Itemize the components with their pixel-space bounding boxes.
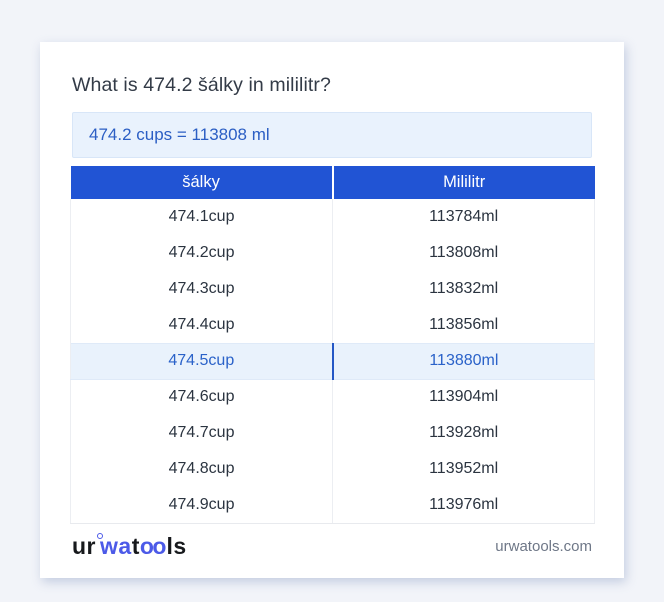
- cell-ml-value: 113808ml: [332, 235, 596, 271]
- cell-ml-value: 113880ml: [332, 342, 596, 380]
- table-row[interactable]: 474.6cup 113904ml: [69, 379, 596, 415]
- page-title: What is 474.2 šálky in mililitr?: [72, 74, 331, 96]
- logo-text-ls: ls: [166, 532, 187, 559]
- cell-cups-value: 474.9cup: [69, 487, 334, 524]
- cell-ml-value: 113904ml: [332, 379, 596, 415]
- logo-text-ur: ur: [72, 532, 96, 559]
- cell-ml-value: 113784ml: [332, 199, 596, 235]
- cell-ml-value: 113952ml: [332, 451, 596, 487]
- cell-ml-value: 113976ml: [332, 487, 596, 524]
- logo-text-wa: wa: [100, 532, 132, 559]
- cell-cups-value: 474.8cup: [69, 451, 334, 487]
- cell-ml-value: 113928ml: [332, 415, 596, 451]
- table-row[interactable]: 474.2cup 113808ml: [69, 235, 596, 271]
- table-row[interactable]: 474.4cup 113856ml: [69, 307, 596, 343]
- logo-ring-icon: [97, 532, 103, 539]
- column-header-mililitr: Mililitr: [332, 166, 595, 199]
- cell-cups-value: 474.4cup: [69, 307, 334, 343]
- table-row[interactable]: 474.8cup 113952ml: [69, 451, 596, 487]
- conversion-result-text: 474.2 cups = 113808 ml: [89, 125, 270, 144]
- cell-cups-value: 474.3cup: [69, 271, 334, 307]
- conversion-table-body: 474.1cup 113784ml 474.2cup 113808ml 474.3cup…: [69, 199, 596, 524]
- conversion-result-box: 474.2 cups = 113808 ml: [72, 112, 592, 158]
- cell-ml-value: 113832ml: [332, 271, 596, 307]
- cell-cups-value: 474.5cup: [69, 342, 334, 380]
- converter-card: What is 474.2 šálky in mililitr? 474.2 c…: [40, 42, 624, 578]
- conversion-table: šálky Mililitr 474.1cup 113784ml 474.2cup 1…: [69, 166, 596, 524]
- table-row[interactable]: 474.7cup 113928ml: [69, 415, 596, 451]
- website-url[interactable]: urwatools.com: [495, 537, 592, 555]
- table-row[interactable]: 474.9cup 113976ml: [69, 487, 596, 524]
- cell-cups-value: 474.1cup: [69, 199, 334, 235]
- table-row[interactable]: 474.5cup 113880ml: [69, 342, 596, 380]
- urwatools-logo[interactable]: ur wa t oo ls: [72, 532, 187, 560]
- cell-cups-value: 474.7cup: [69, 415, 334, 451]
- table-row[interactable]: 474.3cup 113832ml: [69, 271, 596, 307]
- footer: ur wa t oo ls urwatools.com: [72, 524, 592, 568]
- column-header-cups: šálky: [70, 166, 334, 199]
- cell-ml-value: 113856ml: [332, 307, 596, 343]
- cell-cups-value: 474.6cup: [69, 379, 334, 415]
- logo-glasses-oo-icon: oo: [139, 532, 167, 559]
- conversion-table-header: šálky Mililitr: [70, 166, 595, 199]
- logo-text-t: t: [131, 532, 140, 559]
- table-row[interactable]: 474.1cup 113784ml: [69, 199, 596, 235]
- cell-cups-value: 474.2cup: [69, 235, 334, 271]
